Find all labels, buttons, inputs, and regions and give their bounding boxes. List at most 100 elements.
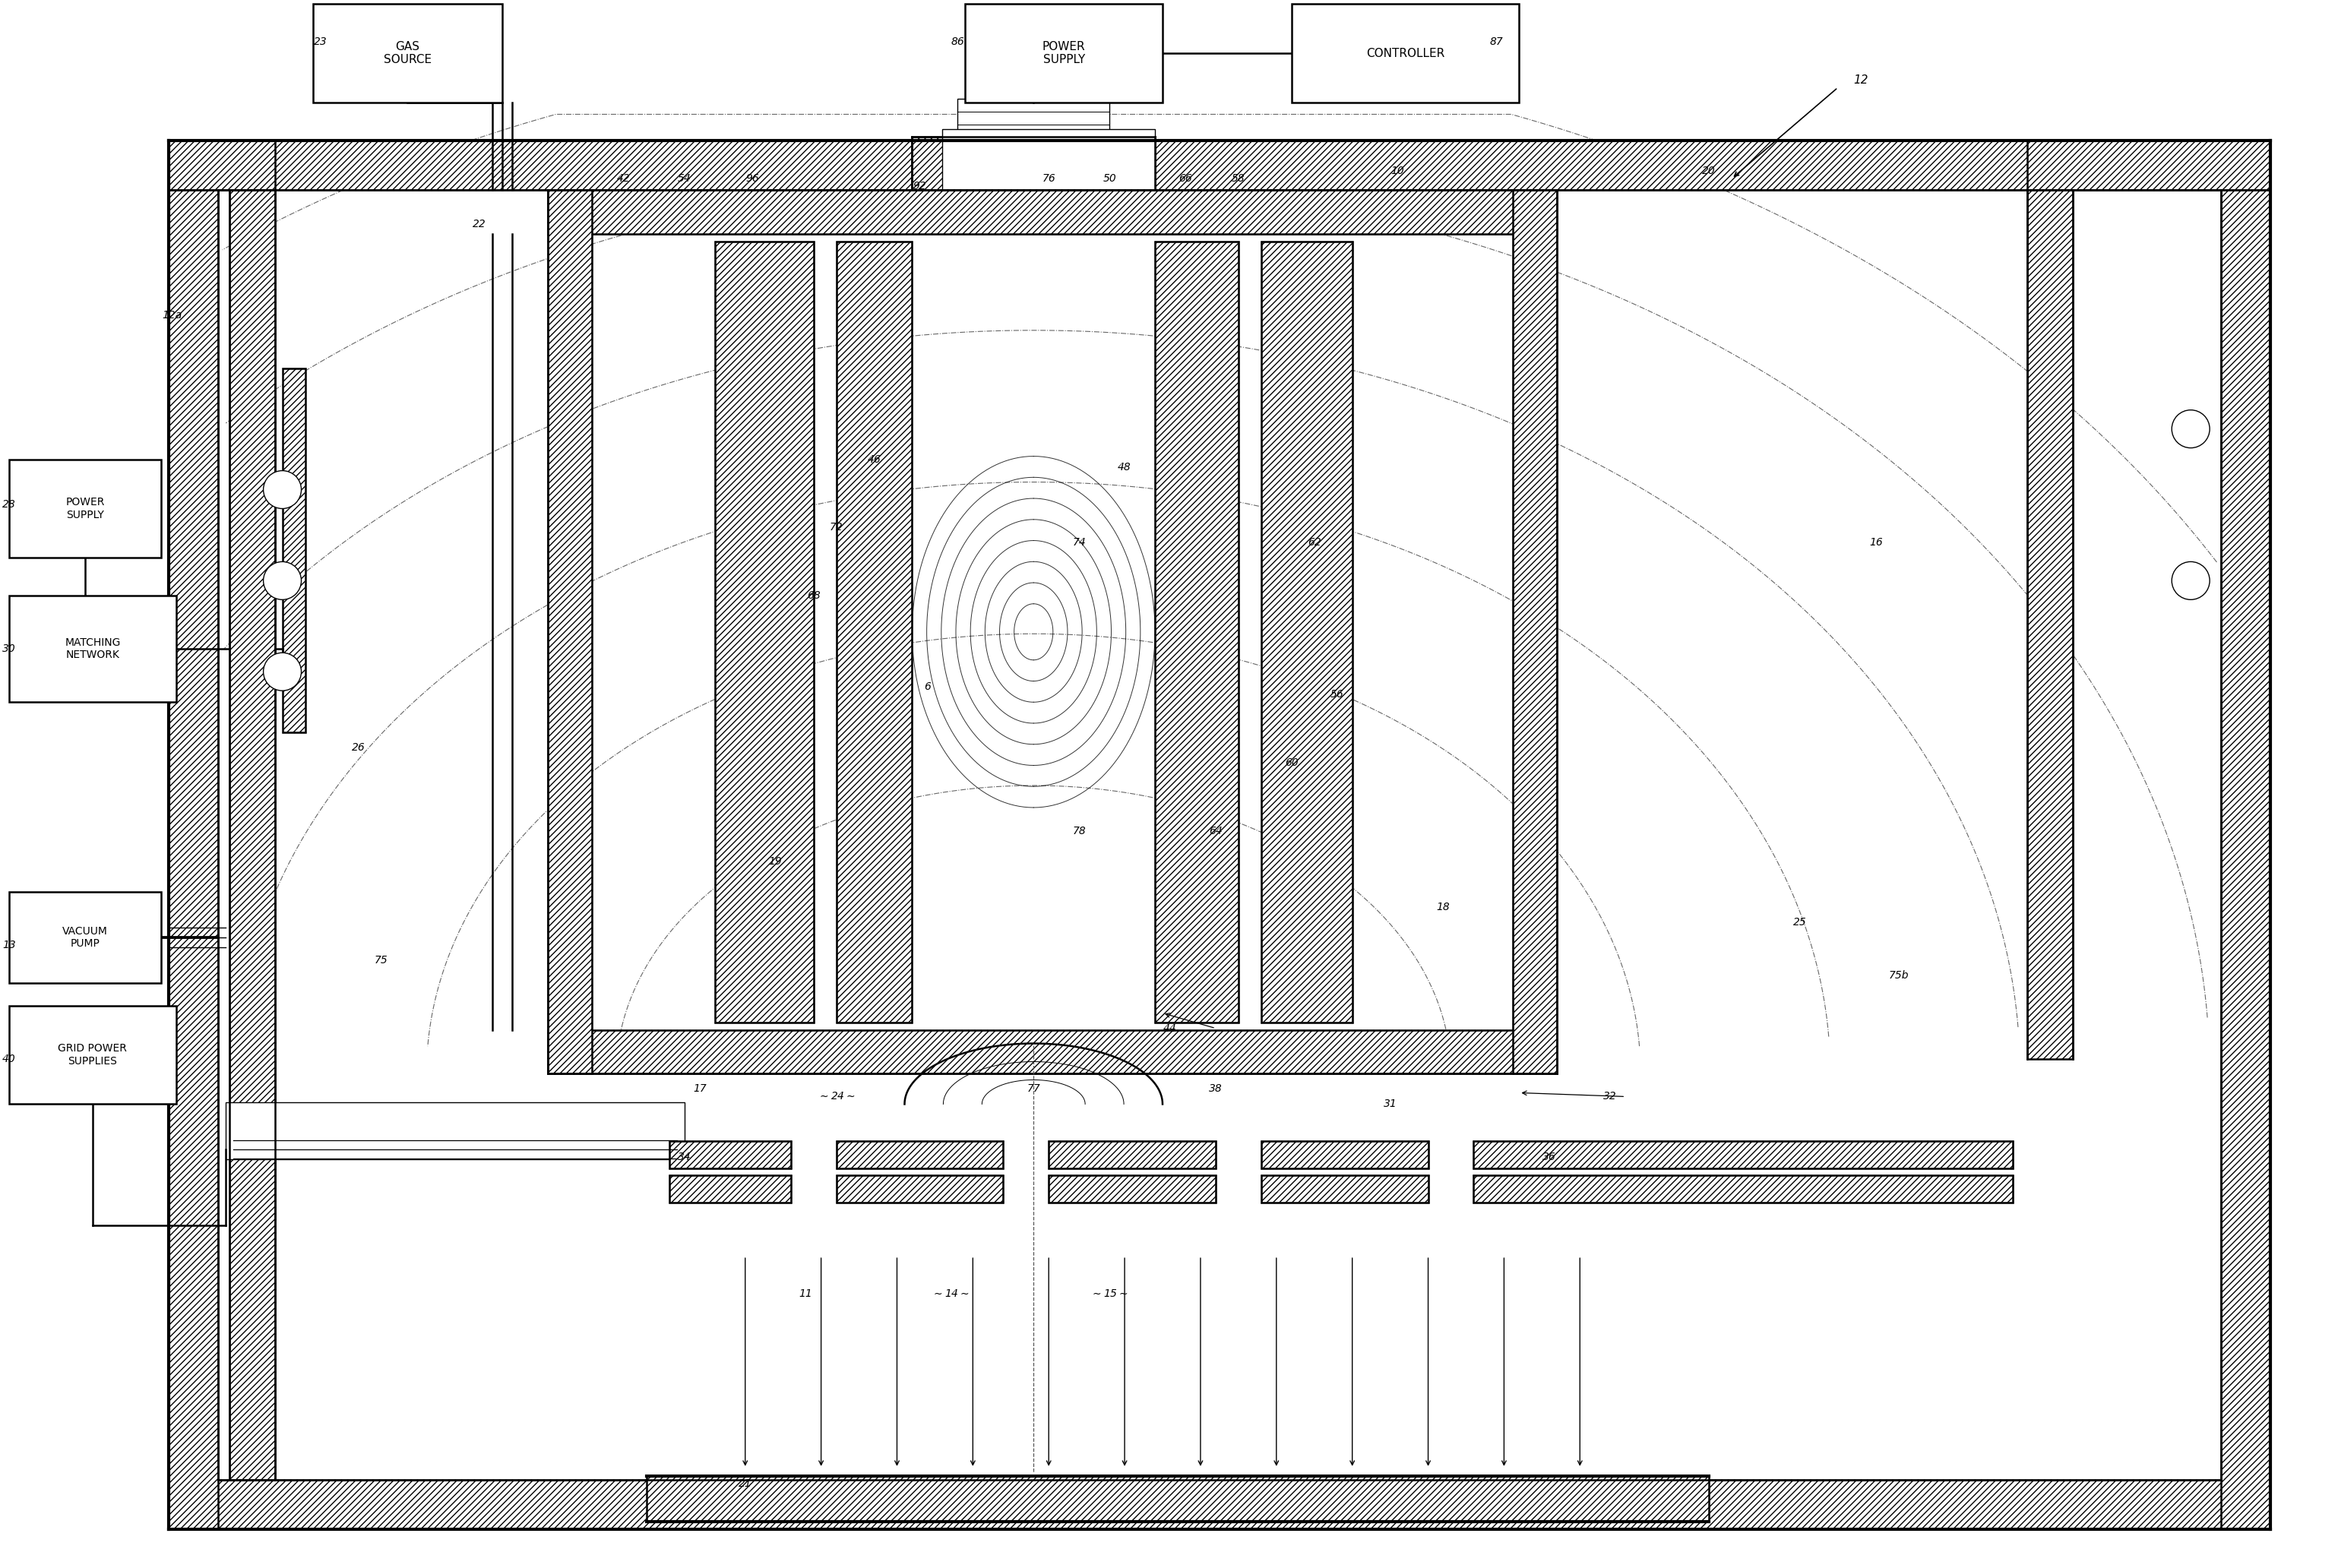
- Bar: [547, 190, 1557, 234]
- Bar: [1155, 241, 1239, 1022]
- Text: 38: 38: [1209, 1083, 1223, 1094]
- Text: 46: 46: [867, 455, 881, 464]
- Bar: [224, 1102, 685, 1159]
- Bar: [715, 241, 814, 1022]
- Text: 22: 22: [472, 220, 486, 229]
- Text: 20: 20: [1702, 166, 1716, 176]
- Bar: [1473, 1142, 2013, 1168]
- Text: 44: 44: [1164, 1022, 1176, 1033]
- Text: 10: 10: [1391, 166, 1405, 176]
- Bar: [1473, 1174, 2013, 1203]
- Text: CONTROLLER: CONTROLLER: [1365, 47, 1445, 60]
- Bar: [837, 1142, 1003, 1168]
- Text: 26: 26: [351, 742, 365, 753]
- Bar: [2027, 141, 2270, 190]
- Bar: [229, 190, 276, 1480]
- Text: 32: 32: [1604, 1091, 1618, 1102]
- Bar: [283, 368, 304, 732]
- Text: 76: 76: [1043, 174, 1054, 183]
- Bar: [1050, 1174, 1216, 1203]
- Bar: [837, 241, 912, 1022]
- Bar: [669, 1142, 790, 1168]
- Text: 19: 19: [769, 856, 783, 867]
- Text: 64: 64: [1209, 826, 1223, 836]
- Bar: [669, 1174, 790, 1203]
- Bar: [1513, 190, 1557, 1074]
- Text: 13: 13: [2, 939, 16, 950]
- Bar: [1050, 1142, 1216, 1168]
- Bar: [1260, 241, 1351, 1022]
- Bar: [168, 1480, 2270, 1529]
- Bar: [837, 1174, 1003, 1203]
- Text: 74: 74: [1073, 538, 1085, 549]
- Text: MATCHING
NETWORK: MATCHING NETWORK: [65, 638, 122, 660]
- Bar: [168, 141, 2270, 190]
- Bar: [547, 190, 1557, 234]
- Text: 18: 18: [1436, 902, 1450, 913]
- Bar: [966, 5, 1162, 103]
- Bar: [547, 1030, 1557, 1074]
- Bar: [168, 141, 217, 1529]
- Text: 40: 40: [2, 1054, 16, 1065]
- Bar: [9, 892, 161, 983]
- Text: 66: 66: [1178, 174, 1192, 183]
- Text: 96: 96: [746, 174, 760, 183]
- Text: POWER
SUPPLY: POWER SUPPLY: [65, 497, 105, 521]
- Bar: [547, 190, 592, 1074]
- Bar: [1050, 1174, 1216, 1203]
- Text: 87: 87: [1489, 36, 1503, 47]
- Bar: [2027, 141, 2270, 190]
- Bar: [168, 1480, 2270, 1529]
- Text: 21: 21: [739, 1479, 753, 1488]
- Text: 31: 31: [1384, 1099, 1396, 1110]
- Text: 48: 48: [1118, 461, 1132, 472]
- Text: 6: 6: [924, 682, 931, 691]
- Bar: [1260, 241, 1351, 1022]
- Bar: [9, 596, 175, 702]
- Bar: [1473, 1174, 2013, 1203]
- Bar: [229, 190, 276, 1480]
- Bar: [547, 1030, 1557, 1074]
- Text: 75b: 75b: [1889, 971, 1908, 980]
- Text: 36: 36: [1543, 1152, 1557, 1162]
- Text: GAS
SOURCE: GAS SOURCE: [383, 41, 433, 66]
- Bar: [1513, 190, 1557, 1074]
- Text: VACUUM
PUMP: VACUUM PUMP: [63, 925, 108, 949]
- Text: 62: 62: [1307, 538, 1321, 549]
- Bar: [1260, 1174, 1429, 1203]
- Text: 30: 30: [2, 643, 16, 654]
- Bar: [669, 1174, 790, 1203]
- Circle shape: [2172, 409, 2209, 448]
- Bar: [168, 141, 276, 190]
- Text: 78: 78: [1073, 826, 1085, 836]
- Text: 23: 23: [313, 36, 327, 47]
- Bar: [669, 1142, 790, 1168]
- Text: 77: 77: [1026, 1083, 1040, 1094]
- Bar: [168, 141, 2270, 190]
- Bar: [959, 99, 1111, 136]
- Bar: [1260, 1142, 1429, 1168]
- Text: $\sim$24$\sim$: $\sim$24$\sim$: [818, 1091, 856, 1102]
- Text: 34: 34: [678, 1152, 692, 1162]
- Text: 25: 25: [1793, 917, 1807, 927]
- Bar: [837, 241, 912, 1022]
- Text: GRID POWER
SUPPLIES: GRID POWER SUPPLIES: [58, 1043, 126, 1066]
- Bar: [168, 141, 276, 190]
- Text: $\sim$14$\sim$: $\sim$14$\sim$: [931, 1289, 968, 1300]
- Text: 28: 28: [2, 500, 16, 510]
- Bar: [168, 141, 217, 1529]
- Circle shape: [264, 652, 302, 690]
- Bar: [2221, 141, 2270, 1529]
- Bar: [1050, 1142, 1216, 1168]
- Text: 23: 23: [313, 34, 327, 45]
- Bar: [547, 190, 592, 1074]
- Text: 50: 50: [1104, 174, 1115, 183]
- Text: 58: 58: [1232, 174, 1246, 183]
- Text: 16: 16: [1868, 538, 1882, 549]
- Text: 60: 60: [1286, 757, 1298, 768]
- Bar: [283, 368, 304, 732]
- Text: $\sim$15$\sim$: $\sim$15$\sim$: [1090, 1289, 1129, 1300]
- Text: 68: 68: [807, 591, 821, 601]
- Bar: [715, 241, 814, 1022]
- Text: 56: 56: [1330, 690, 1344, 699]
